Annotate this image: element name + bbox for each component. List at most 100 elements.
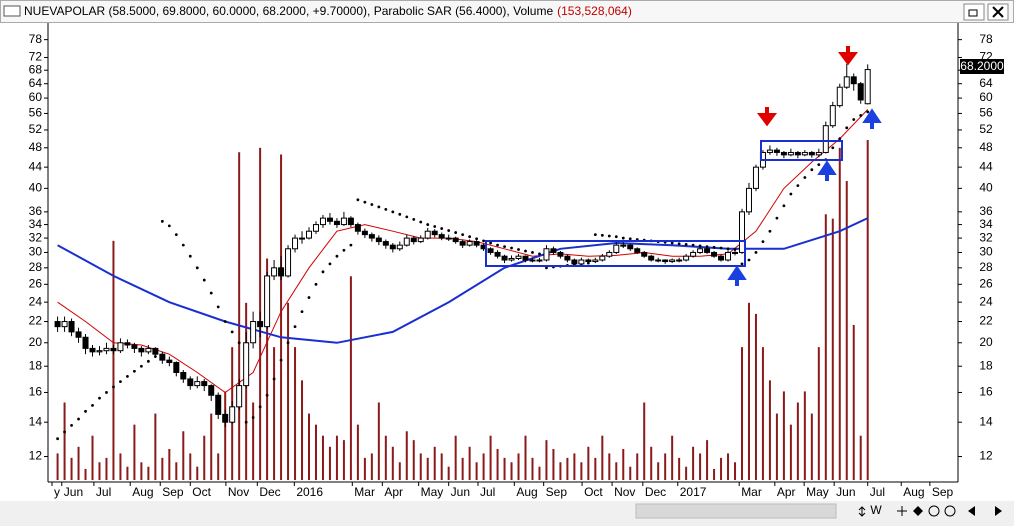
sar-dot <box>202 278 206 282</box>
volume-bar <box>314 424 317 480</box>
candle-body <box>166 359 173 364</box>
y-tick-label: 48 <box>979 140 993 154</box>
y-tick-label: 52 <box>29 122 43 136</box>
volume-bar <box>713 468 716 480</box>
volume-bar <box>803 391 806 480</box>
y-tick-label: 64 <box>29 76 43 90</box>
volume-bar <box>238 152 241 480</box>
candle-body <box>82 336 89 349</box>
volume-bar <box>747 302 750 480</box>
x-tick-label: Jul <box>870 485 885 499</box>
down-arrow <box>838 46 858 66</box>
scroll-thumb[interactable] <box>635 503 837 519</box>
period-button[interactable]: W <box>870 503 882 517</box>
sar-dot <box>91 403 94 407</box>
y-tick-label: 34 <box>979 217 993 231</box>
volume-bar <box>70 457 73 480</box>
volume-bar <box>280 154 283 480</box>
scroll-left[interactable] <box>968 506 975 516</box>
volume-bar <box>182 431 185 480</box>
zoom-in-icon[interactable] <box>944 505 956 517</box>
candle-body <box>54 321 61 328</box>
sar-dot <box>426 223 430 226</box>
sar-dot <box>607 234 611 238</box>
volume-bar <box>468 446 471 480</box>
candle-body <box>738 211 745 253</box>
sar-dot <box>621 236 625 240</box>
sar-dot <box>209 291 213 295</box>
y-tick-label: 22 <box>979 314 993 328</box>
volume-bar <box>720 457 723 480</box>
candle-body <box>452 237 459 243</box>
up-arrow <box>862 108 882 129</box>
sar-dot <box>747 258 751 262</box>
volume-bar <box>734 462 737 480</box>
candle-body <box>773 149 780 153</box>
candle-body <box>648 255 655 261</box>
candle-body <box>676 259 683 262</box>
sar-dot <box>335 254 339 258</box>
volume-bar <box>405 431 408 480</box>
candle-body <box>501 255 508 261</box>
y-tick-label: 12 <box>979 449 993 463</box>
sar-dot <box>538 252 541 256</box>
sar-dot <box>761 240 765 243</box>
volume-bar <box>852 324 855 480</box>
candle-body <box>431 230 438 236</box>
scroll-right[interactable] <box>995 506 1002 516</box>
sar-dot <box>363 200 367 204</box>
candle-body <box>487 248 494 253</box>
move-icon[interactable] <box>897 506 907 516</box>
volume-bar <box>112 240 115 480</box>
volume-bar <box>587 446 590 480</box>
sar-dot <box>77 417 80 421</box>
sar-dot <box>482 239 485 243</box>
sar-dot <box>517 248 520 251</box>
volume-bar <box>245 302 248 480</box>
y-tick-label: 64 <box>979 76 993 90</box>
sar-dot <box>370 203 374 206</box>
volume-bar <box>482 453 485 480</box>
x-tick-label: y <box>54 485 60 499</box>
volume-bar <box>727 453 730 480</box>
volume-bar <box>252 402 255 480</box>
sar-dot <box>398 212 402 216</box>
volume-bar <box>266 258 269 480</box>
volume-bar <box>573 453 576 480</box>
sar-dot <box>412 217 416 221</box>
sar-dot <box>272 377 276 381</box>
volume-bar <box>503 457 506 480</box>
restore-button[interactable] <box>963 3 985 21</box>
candle-body <box>292 237 299 250</box>
y-tick-label: 36 <box>29 204 43 218</box>
candle-body <box>264 275 271 328</box>
sar-dot <box>419 220 423 224</box>
candle-body <box>585 259 592 263</box>
volume-label: (153,528,064) <box>557 4 632 18</box>
x-tick-label: Nov <box>228 485 249 499</box>
candle-body <box>571 259 578 265</box>
volume-bar <box>824 214 827 480</box>
candle-body <box>466 241 473 246</box>
sar-dot <box>195 266 199 270</box>
y-tick-label: 20 <box>29 335 43 349</box>
sar-dot <box>112 385 115 389</box>
y-tick-label: 40 <box>29 181 43 195</box>
sar-dot <box>614 235 618 239</box>
candle-body <box>271 267 278 277</box>
candle-body <box>683 255 690 261</box>
sar-dot <box>768 229 772 233</box>
candle-body <box>515 255 522 259</box>
candle-body <box>152 347 159 355</box>
zoom-icon[interactable] <box>858 506 866 517</box>
volume-bar <box>866 140 869 480</box>
diamond-icon[interactable] <box>913 506 923 516</box>
candle-body <box>61 321 68 328</box>
candle-body <box>550 248 557 253</box>
volume-bar <box>168 448 171 480</box>
zoom-out-icon[interactable] <box>928 505 940 517</box>
sar-dot <box>489 241 492 245</box>
sar-dot <box>803 176 807 179</box>
volume-bar <box>175 462 178 480</box>
x-tick-label: 2016 <box>296 485 323 499</box>
